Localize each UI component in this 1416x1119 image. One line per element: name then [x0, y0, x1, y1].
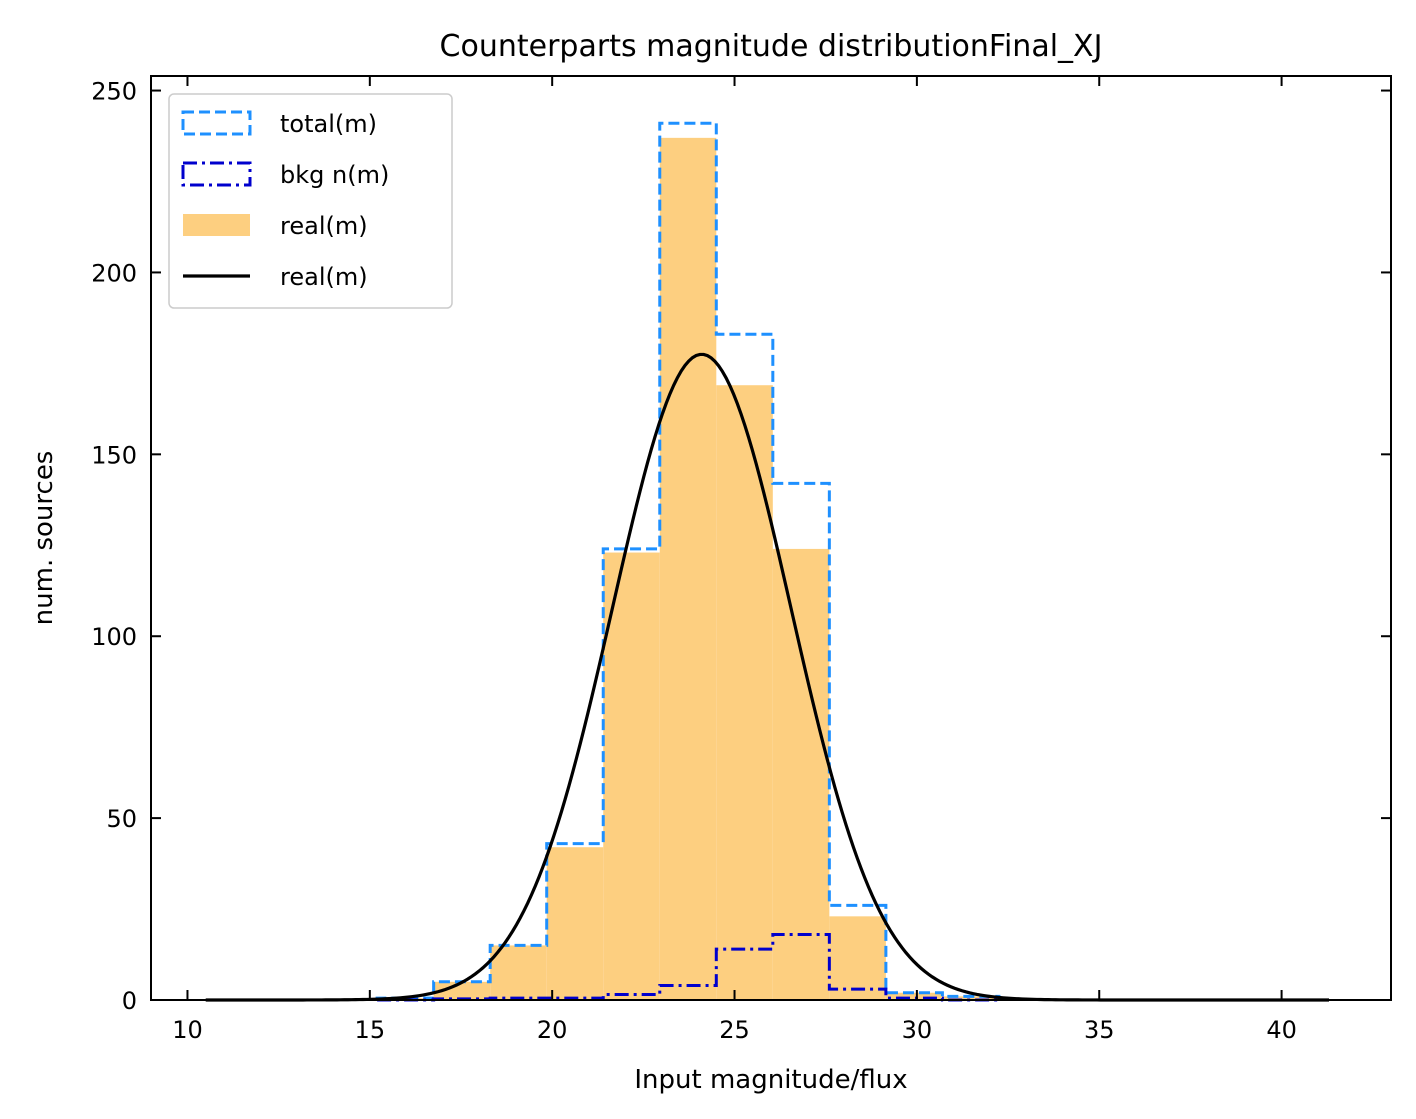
x-tick-label-6: 40: [1266, 1016, 1297, 1044]
chart-title: Counterparts magnitude distributionFinal…: [440, 29, 1103, 64]
bar-real-6: [716, 385, 773, 1000]
legend-label-3: real(m): [280, 263, 368, 291]
bar-real-4: [603, 552, 660, 1000]
legend-entry-2: real(m): [183, 212, 368, 240]
y-tick-label-2: 100: [91, 623, 137, 651]
x-tick-label-3: 25: [719, 1016, 750, 1044]
legend-swatch-2: [183, 214, 250, 236]
bar-real-9: [885, 992, 943, 1000]
bar-real-3: [546, 847, 604, 1000]
legend: total(m) bkg n(m) real(m) real(m): [168, 93, 453, 309]
legend-entry-1: bkg n(m): [181, 161, 389, 189]
bar-real-2: [490, 945, 547, 1000]
bar-real-8: [829, 916, 886, 1000]
axes-frame: [150, 75, 1392, 1001]
series-total-m-step: [375, 121, 1001, 1000]
x-tick-label-0: 10: [172, 1016, 203, 1044]
legend-box: [168, 93, 453, 309]
y-tick-label-3: 150: [91, 441, 137, 469]
legend-label-2: real(m): [280, 212, 368, 240]
plot-area: [205, 121, 1329, 1002]
legend-swatch-1: [181, 161, 252, 187]
x-axis-label: Input magnitude/flux: [634, 1065, 907, 1095]
x-tick-label-1: 15: [355, 1016, 386, 1044]
bar-real-7: [772, 548, 830, 1000]
series-bkg-n-m-step: [377, 933, 999, 1002]
bar-real-5: [659, 137, 717, 1000]
series-real-bars: [377, 137, 999, 1000]
bar-real-10: [942, 996, 999, 1000]
x-tick-label-4: 30: [902, 1016, 933, 1044]
legend-label-0: total(m): [280, 110, 377, 138]
legend-label-1: bkg n(m): [280, 161, 389, 189]
y-tick-label-1: 50: [106, 805, 137, 833]
legend-entry-0: total(m): [181, 110, 377, 138]
y-tick-label-0: 0: [122, 987, 137, 1015]
y-tick-label-4: 200: [91, 259, 137, 287]
legend-entry-3: real(m): [183, 263, 368, 291]
legend-swatch-0: [181, 110, 252, 136]
y-axis-label: num. sources: [29, 451, 59, 626]
axis-ticks: 10 15 20 25 30 35 40 0 50 100 150 200 250: [91, 76, 1391, 1044]
y-tick-label-5: 250: [91, 78, 137, 106]
bar-real-1: [433, 981, 491, 1000]
x-tick-label-2: 20: [537, 1016, 568, 1044]
x-tick-label-5: 35: [1084, 1016, 1115, 1044]
